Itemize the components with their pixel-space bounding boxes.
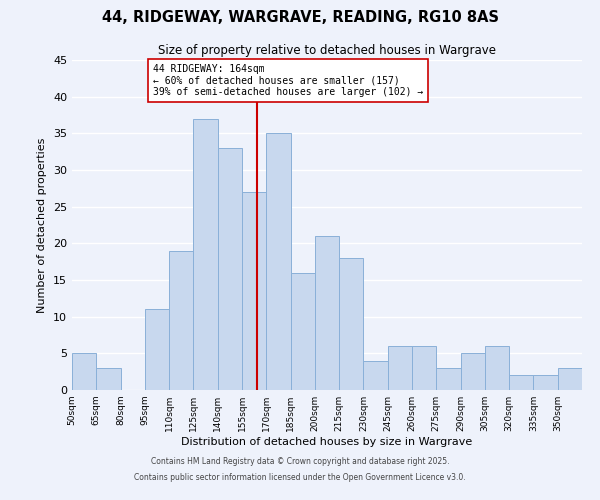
Bar: [266, 134, 290, 390]
Bar: [436, 368, 461, 390]
Bar: [533, 376, 558, 390]
Bar: [461, 354, 485, 390]
Text: Contains HM Land Registry data © Crown copyright and database right 2025.: Contains HM Land Registry data © Crown c…: [151, 458, 449, 466]
Bar: [145, 310, 169, 390]
Bar: [242, 192, 266, 390]
Y-axis label: Number of detached properties: Number of detached properties: [37, 138, 47, 312]
Text: 44, RIDGEWAY, WARGRAVE, READING, RG10 8AS: 44, RIDGEWAY, WARGRAVE, READING, RG10 8A…: [101, 10, 499, 25]
Title: Size of property relative to detached houses in Wargrave: Size of property relative to detached ho…: [158, 44, 496, 58]
Bar: [509, 376, 533, 390]
Bar: [388, 346, 412, 390]
Bar: [485, 346, 509, 390]
Bar: [96, 368, 121, 390]
Bar: [558, 368, 582, 390]
Bar: [290, 272, 315, 390]
Bar: [218, 148, 242, 390]
Text: 44 RIDGEWAY: 164sqm
← 60% of detached houses are smaller (157)
39% of semi-detac: 44 RIDGEWAY: 164sqm ← 60% of detached ho…: [153, 64, 423, 97]
Bar: [339, 258, 364, 390]
Bar: [72, 354, 96, 390]
Bar: [315, 236, 339, 390]
Bar: [412, 346, 436, 390]
Bar: [364, 360, 388, 390]
Text: Contains public sector information licensed under the Open Government Licence v3: Contains public sector information licen…: [134, 472, 466, 482]
Bar: [169, 250, 193, 390]
Bar: [193, 118, 218, 390]
X-axis label: Distribution of detached houses by size in Wargrave: Distribution of detached houses by size …: [181, 437, 473, 447]
